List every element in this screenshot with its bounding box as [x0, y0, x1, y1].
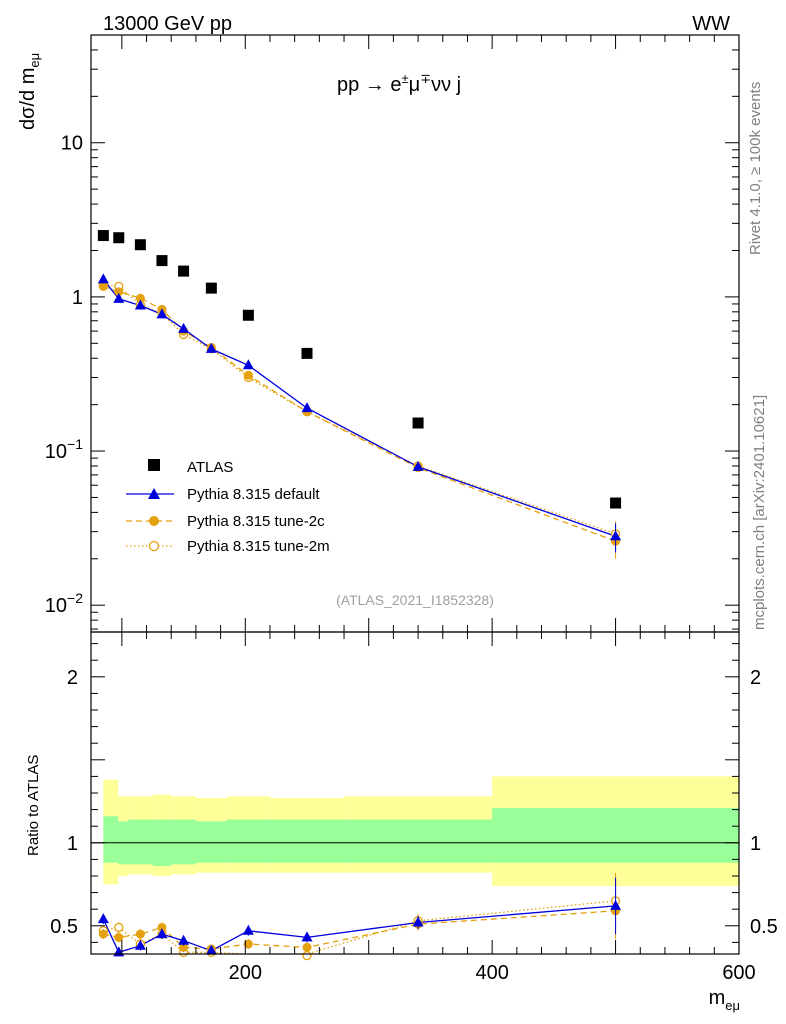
ratio-data-point [114, 922, 124, 933]
x-tick-label: 200 [229, 962, 262, 984]
x-axis-label: meμ [709, 987, 740, 1013]
x-tick-label: 600 [722, 962, 755, 984]
main-data-point [135, 293, 145, 303]
y-tick-label: 1 [72, 287, 83, 309]
uncertainty-band-inner [344, 819, 493, 863]
legend-tune2c-marker [149, 516, 159, 526]
ratio-data-point [205, 944, 217, 955]
ratio-data-point [179, 942, 189, 952]
main-data-point [412, 460, 424, 471]
uncertainty-band-inner [171, 819, 196, 865]
uncertainty-band-inner [128, 819, 153, 865]
analysis-id: (ATLAS_2021_I1852328) [336, 592, 494, 608]
ratio-panel-axes: 2 2 1 1 0.5 0.5 200 400 600 [50, 632, 778, 984]
main-data-point [242, 359, 254, 370]
ratio-series-line [103, 910, 616, 950]
ratio-data-point [134, 939, 146, 950]
ratio-data-point [156, 928, 168, 939]
ratio-data-point [178, 934, 190, 945]
legend-tune2m-marker [148, 540, 160, 552]
x-tick-label: 400 [475, 962, 508, 984]
main-data-point [205, 342, 217, 353]
main-data-point [178, 322, 190, 333]
main-data-point [610, 530, 622, 541]
main-data-point [156, 308, 168, 319]
main-data-point [114, 287, 124, 297]
atlas-data-point [113, 232, 125, 244]
atlas-data-point [610, 497, 622, 509]
main-data-point [98, 281, 108, 291]
main-panel-axes: 10 1 10−1 10−2 [45, 34, 740, 632]
main-data-point [134, 299, 146, 310]
uncertainty-band-inner [492, 807, 739, 863]
ratio-data-point [157, 922, 167, 932]
ratio-y-tick-label-right: 2 [750, 667, 761, 689]
ratio-y-axis-label: Ratio to ATLAS [25, 755, 42, 856]
ratio-data-point [114, 932, 124, 942]
ratio-series-line [102, 905, 616, 954]
atlas-data-point [205, 282, 217, 294]
y-tick-label: 10−2 [45, 590, 83, 617]
atlas-data-point [242, 309, 254, 321]
uncertainty-band-inner [269, 819, 345, 863]
main-data-point [243, 370, 253, 380]
main-data-point [97, 273, 109, 284]
uncertainty-band-inner [195, 821, 227, 863]
legend-atlas-marker [148, 459, 160, 471]
ratio-data-point [302, 951, 312, 961]
y-tick-label: 10−1 [45, 436, 83, 463]
ratio-data-point [135, 929, 145, 939]
ratio-data-point [302, 942, 312, 952]
atlas-data-point [412, 417, 424, 429]
legend-tune2c-label: Pythia 8.315 tune-2c [187, 513, 325, 530]
atlas-data-point [97, 230, 109, 242]
ratio-data-point [98, 929, 108, 939]
main-series-line [102, 278, 616, 537]
ratio-data-point [242, 924, 254, 935]
ratio-panel-bands [91, 776, 739, 886]
rivet-label: Rivet 4.1.0, ≥ 100k events [747, 82, 764, 255]
header-right: WW [692, 13, 730, 35]
main-data-point [113, 292, 125, 303]
legend-default-marker [148, 488, 160, 499]
legend-default-label: Pythia 8.315 default [187, 486, 320, 503]
ratio-data-point [610, 899, 622, 910]
ratio-data-point [97, 913, 109, 924]
ratio-panel-marks [97, 872, 622, 961]
ratio-y-tick-label-right: 0.5 [750, 916, 778, 938]
legend-tune2m-label: Pythia 8.315 tune-2m [187, 538, 330, 555]
legend: ATLAS Pythia 8.315 default Pythia 8.315 … [126, 459, 330, 555]
main-data-point [301, 402, 313, 413]
legend-atlas-label: ATLAS [187, 459, 233, 476]
ratio-data-point [243, 939, 253, 949]
atlas-data-point [156, 255, 168, 267]
ratio-y-tick-label-left: 1 [67, 833, 78, 855]
y-tick-label: 10 [61, 133, 83, 155]
ratio-y-tick-label-left: 0.5 [50, 916, 78, 938]
ratio-y-tick-label-right: 1 [750, 833, 761, 855]
ratio-series-line [103, 900, 616, 955]
atlas-data-point [301, 347, 313, 359]
main-y-axis-label: dσ/d meμ [17, 53, 42, 130]
uncertainty-band-inner [226, 819, 270, 863]
ratio-data-point [301, 931, 313, 942]
ratio-data-point [412, 916, 424, 927]
mcplots-label: mcplots.cern.ch [arXiv:2401.10621] [751, 395, 768, 630]
main-panel-marks [97, 230, 622, 559]
header-left: 13000 GeV pp [103, 13, 232, 35]
atlas-data-point [178, 265, 190, 277]
main-series-line [103, 284, 616, 535]
ratio-y-tick-label-left: 2 [67, 667, 78, 689]
main-series-line [103, 285, 616, 542]
atlas-data-point [134, 239, 146, 251]
uncertainty-band-inner [103, 816, 119, 863]
process-label: pp → e±μ∓νν j [337, 71, 461, 96]
